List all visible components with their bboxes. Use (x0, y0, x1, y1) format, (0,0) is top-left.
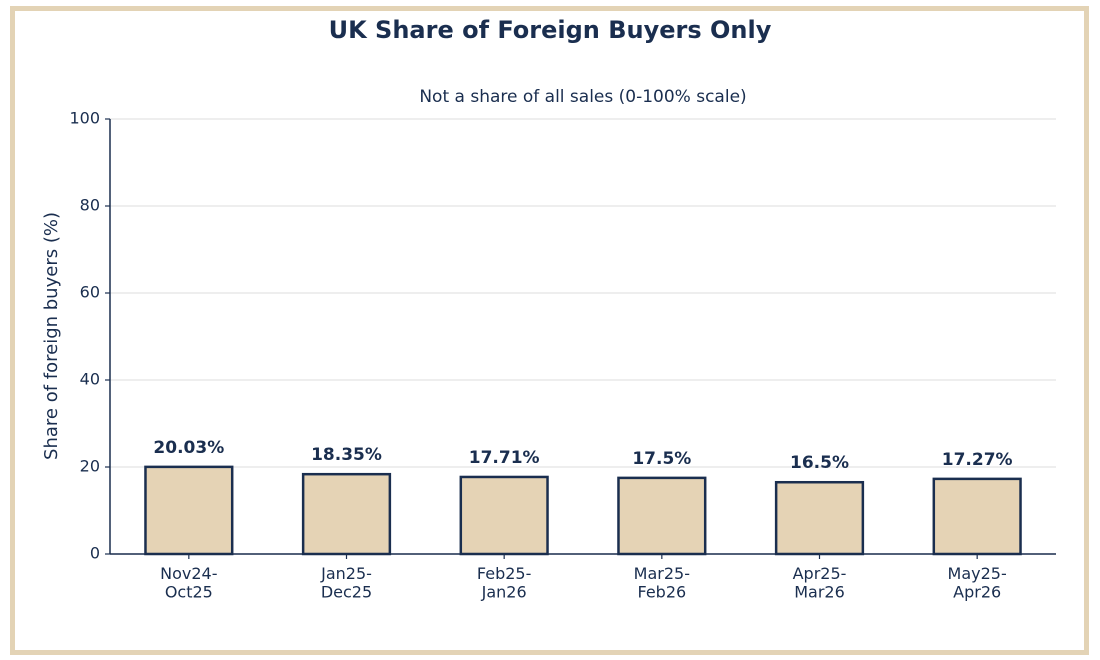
value-label: 16.5% (790, 453, 849, 473)
y-tick-label: 0 (90, 544, 100, 563)
x-tick-label: Apr25-Mar26 (793, 564, 847, 601)
value-label: 18.35% (311, 445, 382, 465)
bar (617, 476, 707, 556)
x-tick-label: Jan25-Dec25 (320, 564, 372, 601)
y-tick-label: 100 (69, 109, 100, 128)
value-label: 17.71% (469, 448, 540, 468)
chart-title: UK Share of Foreign Buyers Only (329, 16, 772, 44)
x-tick-label: Mar25-Feb26 (634, 564, 690, 601)
x-tick-label: Feb25-Jan26 (477, 564, 531, 601)
value-label: 20.03% (153, 438, 224, 458)
y-tick-label: 80 (80, 196, 100, 215)
x-tick-label: May25-Apr26 (948, 564, 1007, 601)
y-tick-label: 20 (80, 457, 100, 476)
y-axis-label: Share of foreign buyers (%) (41, 212, 62, 460)
value-label: 17.5% (632, 449, 691, 469)
value-label: 17.27% (942, 450, 1013, 470)
bar (144, 465, 234, 556)
x-tick-label: Nov24-Oct25 (160, 564, 217, 601)
bar (459, 475, 549, 556)
y-tick-label: 60 (80, 283, 100, 302)
bar (774, 480, 865, 556)
bar (301, 472, 392, 556)
y-tick-label: 40 (80, 370, 100, 389)
chart-subtitle: Not a share of all sales (0-100% scale) (419, 87, 746, 107)
bar (932, 477, 1022, 556)
